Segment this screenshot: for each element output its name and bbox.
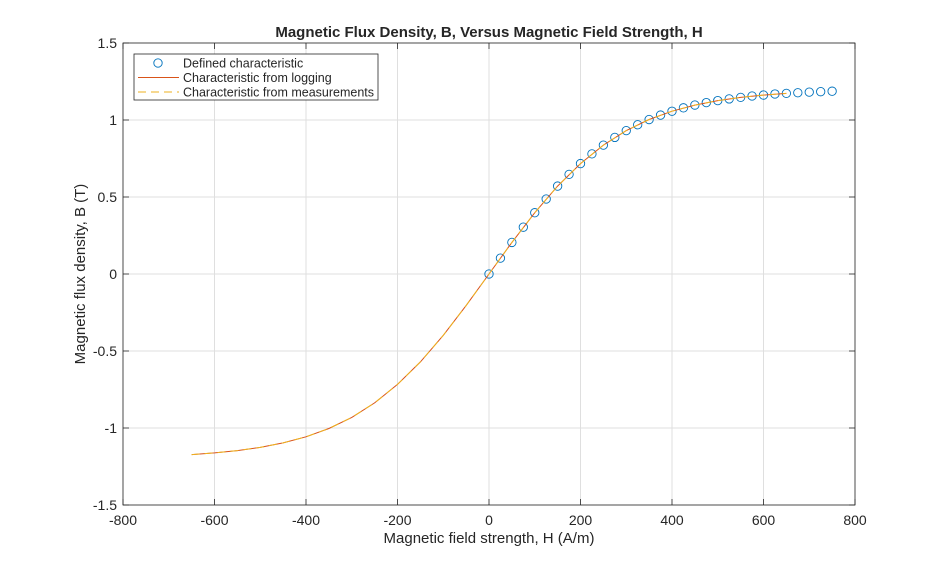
data-point-defined: [495, 253, 506, 263]
y-tick-label: 1.5: [98, 35, 118, 51]
x-tick-label: 200: [569, 512, 593, 528]
y-tick-label: -1.5: [93, 497, 117, 513]
data-point-defined: [793, 88, 803, 98]
data-point-defined: [552, 181, 563, 191]
legend-label: Characteristic from measurements: [183, 86, 374, 100]
data-point-defined: [804, 87, 814, 97]
y-tick-label: -0.5: [93, 343, 117, 359]
data-point-defined: [655, 110, 666, 120]
data-point-defined: [690, 100, 700, 110]
y-tick-label: 0.5: [98, 189, 118, 205]
chart-title: Magnetic Flux Density, B, Versus Magneti…: [275, 24, 702, 41]
data-point-defined: [484, 269, 494, 279]
x-tick-label: 600: [752, 512, 776, 528]
legend-label: Characteristic from logging: [183, 71, 332, 85]
data-point-defined: [518, 222, 528, 232]
y-axis-label: Magnetic flux density, B (T): [72, 184, 89, 365]
y-tick-label: -1: [105, 420, 118, 436]
data-point-defined: [575, 158, 586, 169]
data-point-defined: [610, 132, 620, 143]
data-point-defined: [667, 106, 677, 116]
legend-marker-circle: [153, 58, 163, 68]
data-point-defined: [598, 140, 609, 150]
data-point-defined: [541, 194, 551, 204]
data-point-defined: [713, 95, 723, 106]
data-point-defined: [816, 87, 826, 97]
x-tick-label: -400: [292, 512, 320, 528]
data-point-defined: [587, 149, 597, 159]
x-tick-label: -800: [109, 512, 137, 528]
data-point-defined: [564, 169, 574, 180]
data-point-defined: [507, 237, 517, 248]
x-tick-label: -200: [383, 512, 411, 528]
data-point-defined: [678, 103, 689, 113]
plot-series: [191, 86, 837, 456]
data-point-defined: [644, 114, 654, 125]
data-point-defined: [701, 97, 711, 108]
x-axis-label: Magnetic field strength, H (A/m): [384, 530, 595, 547]
data-point-defined: [827, 86, 837, 96]
x-tick-label: 400: [660, 512, 684, 528]
ticks: -800 -600 -400 -200 0 200 400 600 800 -1.5 -1 -0.5 0…: [93, 35, 867, 528]
data-point-defined: [530, 208, 540, 218]
y-tick-label: 0: [109, 266, 117, 282]
x-tick-label: 0: [485, 512, 493, 528]
data-point-defined: [621, 125, 631, 136]
legend-label: Defined characteristic: [183, 57, 303, 71]
line-measurements: [191, 92, 787, 456]
y-tick-label: 1: [109, 112, 117, 128]
x-tick-label: -600: [200, 512, 228, 528]
x-tick-label: 800: [843, 512, 867, 528]
data-point-defined: [633, 120, 643, 130]
